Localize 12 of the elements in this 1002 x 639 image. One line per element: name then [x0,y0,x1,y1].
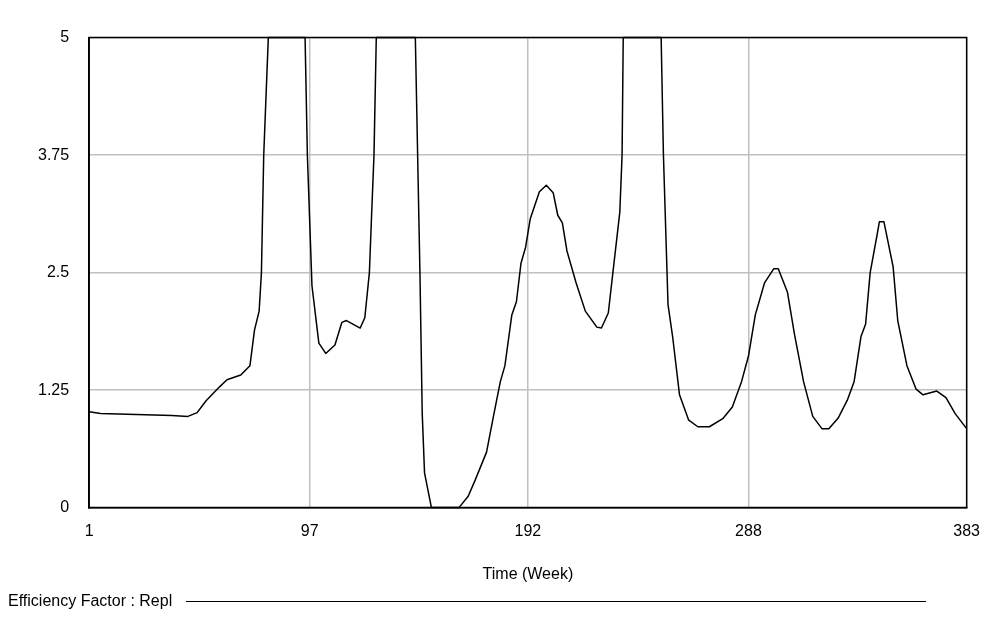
y-tick-label: 2.5 [46,263,70,281]
x-tick-label: 383 [953,521,981,539]
y-tick-label: 0 [60,498,70,516]
y-tick-label: 3.75 [38,145,70,163]
y-tick-label: 5 [60,28,70,46]
text: Efficiency Factor : Repl [8,592,173,610]
y-tick-label: 1.25 [38,380,70,398]
x-tick-label: 192 [514,521,542,539]
x-axis-title: Time (Week) [482,564,574,582]
x-tick-label: 97 [300,521,319,539]
x-tick-label: 288 [735,521,762,539]
x-tick-label: 1 [84,521,94,539]
